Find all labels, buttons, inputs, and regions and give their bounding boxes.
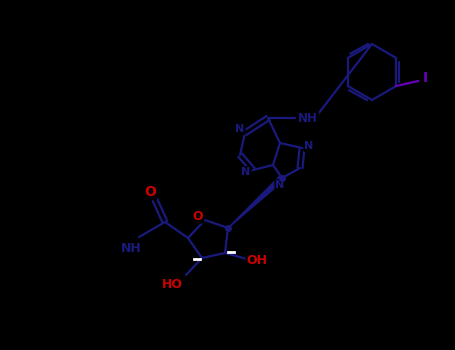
Text: I: I — [423, 71, 428, 85]
Text: OH: OH — [247, 254, 268, 267]
Text: O: O — [192, 210, 203, 223]
Text: N: N — [304, 141, 313, 151]
Text: O: O — [144, 185, 156, 199]
Polygon shape — [228, 176, 284, 228]
Text: NH: NH — [121, 241, 142, 254]
Text: NH: NH — [298, 112, 318, 125]
Text: N: N — [235, 124, 245, 134]
Text: HO: HO — [162, 278, 182, 290]
Text: N: N — [275, 180, 285, 190]
Text: N: N — [241, 167, 251, 177]
